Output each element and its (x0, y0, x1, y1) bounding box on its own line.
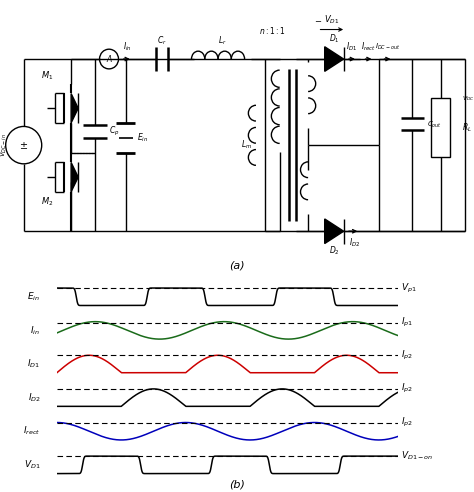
Text: $M_2$: $M_2$ (41, 195, 54, 208)
Text: $M_1$: $M_1$ (41, 70, 54, 82)
Text: $C_p$: $C_p$ (109, 125, 119, 138)
Text: $V_{p1}$: $V_{p1}$ (401, 281, 417, 295)
Text: $n:1:1$: $n:1:1$ (259, 26, 286, 36)
Text: $\pm$: $\pm$ (19, 140, 28, 151)
Text: $I_{p2}$: $I_{p2}$ (401, 382, 413, 396)
Text: $I_{D1}$: $I_{D1}$ (27, 358, 40, 370)
Text: (a): (a) (229, 261, 245, 271)
Text: $C_{out}$: $C_{out}$ (427, 120, 442, 129)
Text: $L_r$: $L_r$ (219, 34, 227, 47)
Text: $I_{in}$: $I_{in}$ (123, 40, 131, 53)
Text: $D_2$: $D_2$ (329, 245, 339, 257)
Text: $C_r$: $C_r$ (157, 34, 167, 47)
Polygon shape (325, 219, 344, 244)
Text: $E_{in}$: $E_{in}$ (27, 290, 40, 303)
Bar (431, 98, 450, 157)
Text: $I_{DC-out}$: $I_{DC-out}$ (375, 42, 401, 53)
Text: $I_{D1}$: $I_{D1}$ (346, 40, 357, 53)
Text: $V_{DC-in}$: $V_{DC-in}$ (0, 133, 9, 157)
Text: $I_{in}$: $I_{in}$ (30, 324, 40, 337)
Text: $R_L$: $R_L$ (462, 122, 472, 134)
Text: $E_{in}$: $E_{in}$ (137, 131, 148, 144)
Text: $I_{rect}$: $I_{rect}$ (23, 425, 40, 437)
Text: (b): (b) (229, 480, 245, 490)
Text: $V_{D1}$: $V_{D1}$ (324, 13, 339, 26)
Text: $I_{p2}$: $I_{p2}$ (401, 416, 413, 429)
Polygon shape (71, 93, 78, 123)
Text: $L_m$: $L_m$ (241, 139, 252, 152)
Text: $I_{p1}$: $I_{p1}$ (401, 316, 413, 329)
Text: $V_{D1-on}$: $V_{D1-on}$ (401, 450, 433, 462)
Text: $I_{p2}$: $I_{p2}$ (401, 349, 413, 362)
Polygon shape (71, 162, 78, 192)
Text: $D_1$: $D_1$ (329, 33, 339, 45)
Text: $I_{D2}$: $I_{D2}$ (349, 236, 360, 248)
Text: $-$: $-$ (313, 15, 322, 24)
Text: $I_{rect}$: $I_{rect}$ (361, 40, 376, 53)
Text: $V_{DC-out}$: $V_{DC-out}$ (462, 94, 474, 103)
Text: $V_{D1}$: $V_{D1}$ (24, 459, 40, 471)
Text: $I_{D2}$: $I_{D2}$ (27, 391, 40, 404)
Text: A: A (106, 55, 112, 63)
Polygon shape (325, 47, 344, 71)
